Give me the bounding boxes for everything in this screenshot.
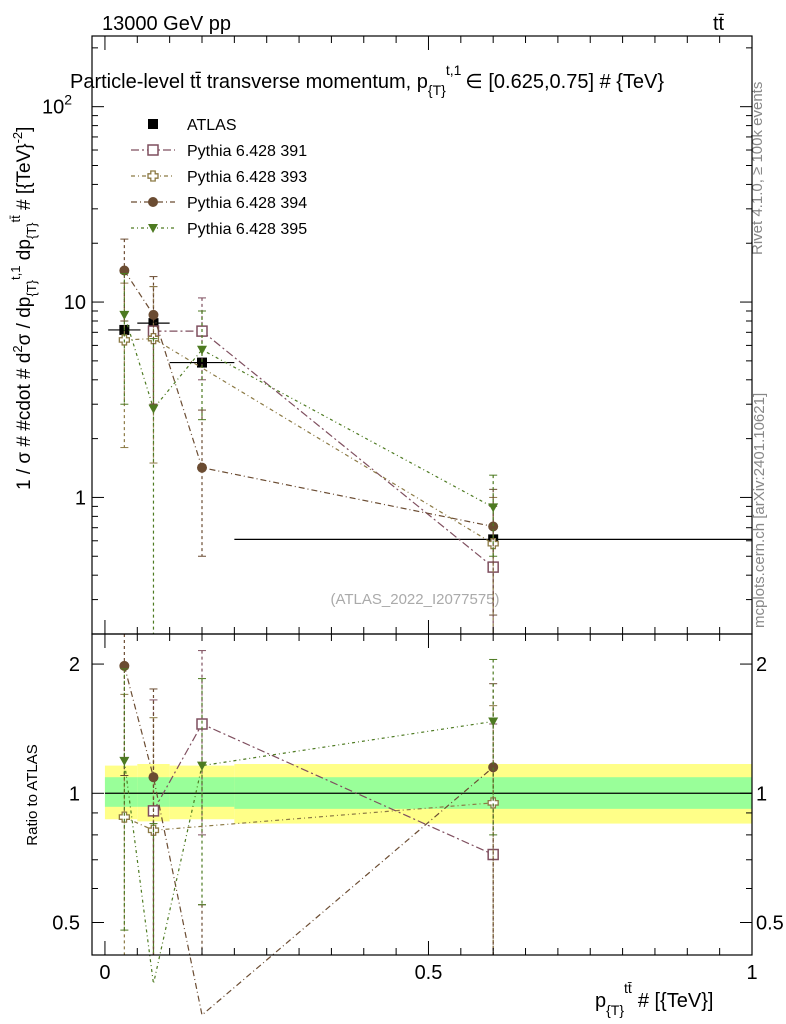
data-point xyxy=(488,717,499,727)
main-y-tick-label: 102 xyxy=(42,92,72,119)
legend: ATLAS Pythia 6.428 391 Pythia 6.428 393 Pyt… xyxy=(131,117,307,238)
ratio-y-axis-label: Ratio to ATLAS xyxy=(24,744,41,845)
series-pythia-6-428-394 xyxy=(119,633,499,1017)
data-point xyxy=(119,310,130,320)
series-line xyxy=(123,314,494,508)
data-point xyxy=(118,811,131,823)
legend-marker xyxy=(148,119,158,129)
data-point xyxy=(119,756,130,766)
legend-marker xyxy=(147,170,159,182)
x-axis-label: p{T}tt̄# [{TeV}] xyxy=(595,980,713,1018)
data-point xyxy=(488,521,499,532)
data-point xyxy=(148,309,159,320)
legend-label: Pythia 6.428 394 xyxy=(187,195,307,212)
legend-marker xyxy=(147,144,159,156)
legend-entry: Pythia 6.428 393 xyxy=(131,169,307,186)
series-pythia-6-428-393 xyxy=(118,693,499,956)
legend-entry: Pythia 6.428 391 xyxy=(131,143,307,160)
x-tick-label: 0 xyxy=(99,962,110,984)
main-series xyxy=(108,238,752,635)
data-point xyxy=(148,772,159,783)
legend-marker xyxy=(148,224,158,233)
series-line xyxy=(123,665,494,1017)
data-point xyxy=(197,357,207,368)
series-line xyxy=(123,720,494,984)
data-point xyxy=(488,762,499,773)
legend-marker xyxy=(148,197,158,207)
data-point xyxy=(197,761,207,771)
series-line xyxy=(124,338,494,545)
ratio-y-tick-label-left: 1 xyxy=(69,783,80,805)
data-point xyxy=(148,404,159,414)
ratio-y-tick-label-right: 1 xyxy=(756,783,767,805)
x-tick-label: 1 xyxy=(746,962,757,984)
data-point xyxy=(488,503,499,513)
legend-entry: Pythia 6.428 394 xyxy=(131,195,307,212)
series-pythia-6-428-394 xyxy=(119,238,499,616)
main-y-tick-label: 10 xyxy=(64,292,86,314)
x-tick-label: 0.5 xyxy=(415,962,443,984)
rivet-label: Rivet 4.1.0, ≥ 100k events xyxy=(749,82,766,255)
ratio-y-tick-label-right: 2 xyxy=(756,654,767,676)
ratio-series xyxy=(118,633,499,1017)
series-line xyxy=(123,270,494,528)
ratio-y-tick-label-left: 2 xyxy=(69,654,80,676)
legend-label: Pythia 6.428 395 xyxy=(187,221,307,238)
legend-label: Pythia 6.428 391 xyxy=(187,143,307,160)
energy-label: 13000 GeV pp xyxy=(102,13,231,35)
main-y-tick-label: 1 xyxy=(75,487,86,509)
ratio-y-tick-label-right: 0.5 xyxy=(756,912,784,934)
legend-entry: Pythia 6.428 395 xyxy=(131,221,307,238)
process-label: tt̄ xyxy=(713,13,725,35)
ratio-band-inner xyxy=(104,777,138,807)
series-pythia-6-428-395 xyxy=(119,658,499,984)
series-pythia-6-428-395 xyxy=(119,273,499,635)
series-pythia-6-428-391 xyxy=(147,286,499,635)
data-point xyxy=(487,797,499,809)
axes: 1 10 102 0.5 0.5 1 1 2 2 0 0.5 1 xyxy=(42,35,784,984)
series-pythia-6-428-393 xyxy=(118,282,499,635)
data-point xyxy=(197,462,207,473)
ratio-y-tick-label-left: 0.5 xyxy=(52,912,80,934)
analysis-watermark: (ATLAS_2022_I2077575) xyxy=(330,591,499,608)
ratio-plot-frame xyxy=(91,633,753,956)
data-point xyxy=(197,345,207,355)
legend-label: Pythia 6.428 393 xyxy=(187,169,307,186)
mcplots-label: mcplots.cern.ch [arXiv:2401.10621] xyxy=(751,393,768,628)
plot-title: Particle-level tt̄ transverse momentum, … xyxy=(70,62,664,98)
main-y-axis-label: 1 / σ # #cdot # d2σ / dp{T}t,1 dp{T}tt̄ … xyxy=(8,127,39,490)
legend-label: ATLAS xyxy=(187,117,237,134)
series-atlas xyxy=(108,318,752,546)
legend-entry: ATLAS xyxy=(148,117,237,134)
